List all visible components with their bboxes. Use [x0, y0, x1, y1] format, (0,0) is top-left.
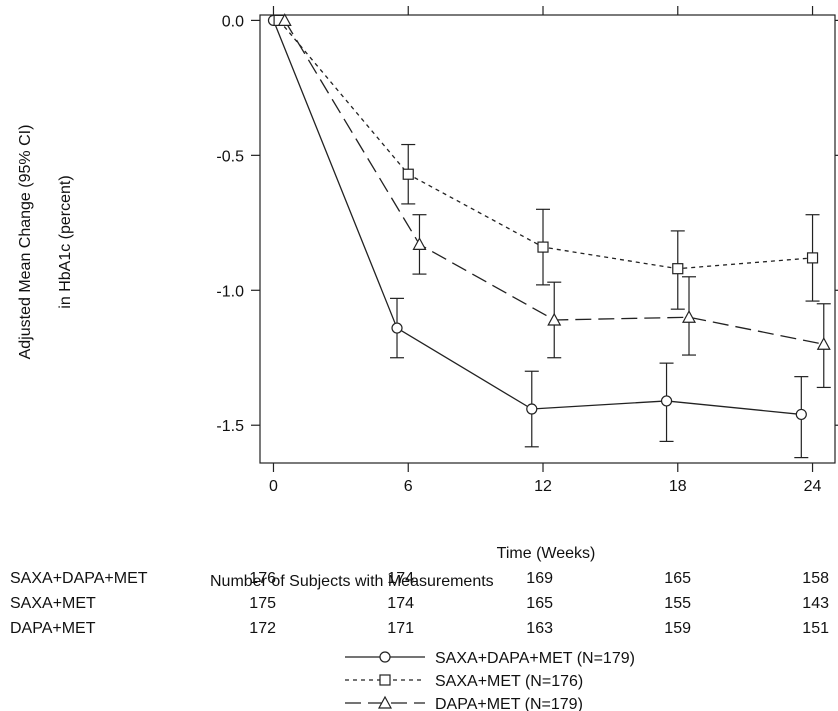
legend: SAXA+DAPA+MET (N=179) SAXA+MET (N=176) DAP…	[345, 650, 635, 711]
x-tick-label: 0	[269, 478, 278, 495]
x-tick-label: 24	[804, 478, 822, 495]
table-cell: 165	[664, 570, 691, 587]
legend-marker	[379, 674, 391, 686]
data-point	[795, 408, 807, 421]
data-point	[547, 312, 562, 326]
data-point	[402, 168, 414, 180]
legend-entry: DAPA+MET (N=179)	[435, 696, 583, 711]
subjects-table-title: Number of Subjects with Measurements	[210, 573, 494, 590]
table-cell: 165	[526, 595, 553, 612]
data-point	[391, 322, 403, 334]
subjects-table: SAXA+DAPA+MET 176 174 169 165 158 SAXA+MET 175 1…	[10, 570, 829, 637]
table-cell: 174	[387, 570, 414, 587]
series-triangle	[277, 13, 831, 389]
y-tick-label: -0.5	[216, 148, 244, 165]
plot-frame	[259, 14, 836, 464]
table-cell: 175	[249, 595, 276, 612]
data-point	[672, 263, 684, 275]
series-square	[273, 14, 820, 310]
table-cell: 174	[387, 595, 414, 612]
table-cell: 155	[664, 595, 691, 612]
series-layer	[267, 13, 831, 459]
series-circle	[267, 14, 809, 459]
table-row-label: SAXA+MET	[10, 595, 96, 612]
series-line	[272, 20, 802, 416]
legend-entry: SAXA+DAPA+MET (N=179)	[435, 650, 635, 667]
legend-entry: SAXA+MET (N=176)	[435, 673, 583, 690]
table-cell: 143	[802, 595, 829, 612]
data-point	[816, 337, 831, 350]
x-axis-title: Time (Weeks)	[497, 545, 596, 562]
data-point	[806, 252, 819, 264]
x-tick-label: 12	[534, 478, 552, 495]
x-tick-label: 6	[404, 478, 413, 495]
table-cell: 171	[387, 620, 414, 637]
table-cell: 172	[249, 620, 276, 637]
table-row-label: DAPA+MET	[10, 620, 96, 637]
y-axis-title-line1: Adjusted Mean Change (95% CI)	[17, 125, 34, 360]
table-cell: 159	[664, 620, 691, 637]
data-point	[681, 310, 697, 323]
table-cell: 169	[526, 570, 553, 587]
legend-marker	[379, 651, 391, 663]
y-tick-label: 0.0	[222, 13, 244, 30]
table-cell: 163	[526, 620, 553, 637]
y-tick-label: -1.0	[216, 283, 244, 300]
x-tick-label: 18	[669, 478, 687, 495]
data-point	[526, 403, 538, 415]
data-point	[412, 237, 427, 250]
data-point	[537, 241, 549, 253]
table-cell: 151	[802, 620, 829, 637]
table-cell: 158	[802, 570, 829, 587]
y-tick-label: -1.5	[216, 418, 244, 435]
y-axis-title-line2: in HbA1c (percent)	[57, 175, 74, 308]
axes: 0 6 12 18 24 0.0 -0.5 -1.0 -1.5	[216, 6, 838, 495]
data-point	[660, 395, 673, 407]
table-row-label: SAXA+DAPA+MET	[10, 570, 148, 587]
data-point	[277, 13, 292, 26]
legend-marker	[377, 695, 393, 709]
table-cell: 176	[249, 570, 276, 587]
